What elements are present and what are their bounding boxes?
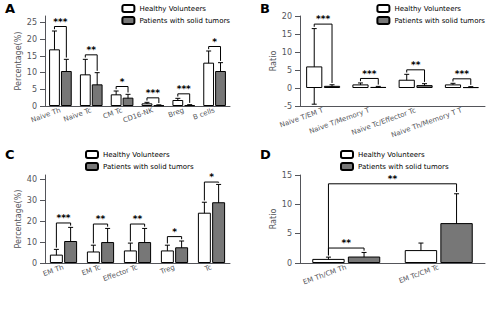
svg-text:Patients with solid tumors: Patients with solid tumors: [139, 17, 230, 25]
svg-text:20: 20: [27, 217, 37, 226]
svg-text:Naive Th: Naive Th: [30, 106, 62, 124]
svg-text:**: **: [388, 174, 398, 184]
svg-text:Ratio: Ratio: [269, 51, 278, 72]
svg-text:Breg: Breg: [167, 106, 185, 119]
svg-text:***: ***: [455, 69, 469, 79]
svg-text:10: 10: [27, 68, 37, 77]
svg-text:D: D: [260, 147, 271, 162]
svg-text:15: 15: [282, 30, 292, 39]
svg-text:Naive Tc/Effector Tc: Naive Tc/Effector Tc: [350, 106, 417, 137]
svg-text:Percentage(%): Percentage(%): [14, 190, 23, 249]
svg-text:Healthy Volunteers: Healthy Volunteers: [394, 5, 461, 13]
svg-text:Healthy Volunteers: Healthy Volunteers: [358, 151, 425, 159]
svg-text:25: 25: [27, 18, 37, 27]
svg-text:0: 0: [32, 259, 37, 268]
svg-text:*: *: [120, 77, 125, 87]
svg-text:CD16-NK: CD16-NK: [122, 106, 155, 124]
svg-text:C: C: [5, 147, 15, 162]
svg-text:EM Tc/CM Tc: EM Tc/CM Tc: [398, 263, 440, 285]
svg-text:**: **: [96, 214, 106, 224]
svg-text:Naive T/EM T: Naive T/EM T: [278, 106, 325, 130]
svg-text:EM Th: EM Th: [42, 263, 65, 278]
svg-text:***: ***: [146, 88, 160, 98]
svg-text:Healthy Volunteers: Healthy Volunteers: [103, 151, 170, 159]
svg-text:5: 5: [32, 85, 37, 94]
svg-text:0: 0: [287, 259, 292, 268]
svg-text:5: 5: [287, 66, 292, 75]
svg-text:Patients with solid tumors: Patients with solid tumors: [103, 163, 194, 171]
svg-text:0: 0: [32, 102, 37, 111]
svg-text:EM Th/CM Th: EM Th/CM Th: [302, 263, 348, 286]
svg-text:Percentage(%): Percentage(%): [14, 32, 23, 91]
svg-text:**: **: [411, 60, 421, 70]
svg-text:30: 30: [27, 196, 37, 205]
svg-text:Naive Th/Memory T T: Naive Th/Memory T T: [390, 106, 464, 139]
svg-text:*: *: [172, 227, 177, 237]
svg-text:20: 20: [27, 35, 37, 44]
svg-text:CM Tc: CM Tc: [102, 106, 124, 120]
svg-text:**: **: [133, 214, 143, 224]
svg-text:Effector Tc: Effector Tc: [102, 263, 139, 283]
svg-text:15: 15: [282, 171, 292, 180]
svg-text:Patients with solid tumors: Patients with solid tumors: [358, 163, 449, 171]
svg-text:Patients with solid tumors: Patients with solid tumors: [394, 17, 485, 25]
svg-text:A: A: [5, 1, 15, 16]
svg-text:B cells: B cells: [192, 106, 216, 121]
svg-text:**: **: [87, 45, 97, 55]
svg-text:Naive T/Memory T: Naive T/Memory T: [308, 106, 371, 136]
svg-text:0: 0: [287, 84, 292, 93]
svg-text:***: ***: [56, 213, 70, 223]
svg-text:15: 15: [27, 52, 37, 61]
svg-text:Ratio: Ratio: [269, 209, 278, 230]
svg-text:***: ***: [177, 84, 191, 94]
svg-text:Naive Tc: Naive Tc: [63, 106, 93, 124]
svg-text:*: *: [209, 172, 214, 182]
svg-text:20: 20: [282, 12, 292, 21]
svg-text:10: 10: [27, 238, 37, 247]
svg-text:Treg: Treg: [158, 263, 176, 276]
svg-text:***: ***: [53, 17, 67, 27]
svg-text:10: 10: [282, 200, 292, 209]
svg-text:Tc: Tc: [203, 263, 213, 273]
svg-text:10: 10: [282, 48, 292, 57]
svg-text:*: *: [212, 37, 217, 47]
svg-text:40: 40: [27, 175, 37, 184]
svg-text:EM Tc: EM Tc: [81, 263, 102, 277]
svg-text:B: B: [260, 1, 270, 16]
svg-text:5: 5: [287, 229, 292, 238]
svg-text:-5: -5: [284, 102, 292, 111]
svg-text:**: **: [342, 238, 352, 248]
svg-text:Healthy Volunteers: Healthy Volunteers: [139, 5, 206, 13]
svg-text:***: ***: [316, 14, 330, 24]
svg-text:***: ***: [362, 69, 376, 79]
